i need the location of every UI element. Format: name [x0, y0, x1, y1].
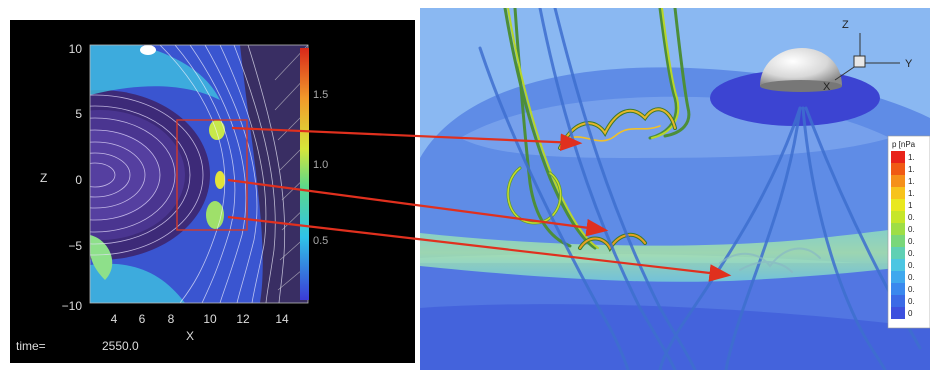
selection-box	[176, 119, 248, 231]
legend-swatch	[891, 271, 905, 283]
legend-value: 1.	[908, 153, 915, 162]
y-tick-label: 0	[75, 173, 82, 187]
x-tick-label: 6	[139, 312, 146, 326]
legend-value: 0.	[908, 297, 915, 306]
legend-swatch	[891, 247, 905, 259]
legend-value: 0.	[908, 225, 915, 234]
legend-swatch	[891, 163, 905, 175]
earth-sphere	[760, 48, 842, 86]
axis-z-label: Z	[842, 19, 849, 31]
legend-swatch	[891, 283, 905, 295]
legend-swatch	[891, 307, 905, 319]
x-tick-label: 8	[168, 312, 175, 326]
legend-swatch	[891, 259, 905, 271]
colorbar-tick: 1.0	[313, 159, 328, 171]
legend-value: 0.	[908, 213, 915, 222]
legend-value: 1.	[908, 165, 915, 174]
colorbar	[300, 48, 309, 300]
colorbar-tick: 1.5	[313, 89, 328, 101]
legend-value: 0.	[908, 261, 915, 270]
left-plot-svg: 1.5 1.0 0.5 10 5 0 −5 −10 Z 4 6 8 10 12 …	[16, 42, 328, 353]
legend-swatch	[891, 175, 905, 187]
legend-value: 0.	[908, 237, 915, 246]
x-tick-label: 4	[111, 312, 118, 326]
y-axis-label: Z	[40, 171, 47, 185]
legend-value: 1.	[908, 189, 915, 198]
time-value: 2550.0	[102, 339, 139, 353]
x-tick-label: 10	[203, 312, 217, 326]
y-tick-label: 5	[75, 107, 82, 121]
legend-swatch	[891, 235, 905, 247]
right-3d-panel: Z Y X p [nPa 1. 1. 1. 1. 1 0. 0. 0. 0. 0. 0. 0. 0. 0	[420, 8, 930, 370]
axis-x-label: X	[823, 81, 831, 93]
legend-value: 1.	[908, 177, 915, 186]
x-tick-label: 14	[275, 312, 289, 326]
legend-value: 0.	[908, 273, 915, 282]
x-axis-label: X	[186, 329, 194, 343]
legend-swatch	[891, 187, 905, 199]
pressure-legend: p [nPa 1. 1. 1. 1. 1 0. 0. 0. 0. 0. 0. 0. 0. 0	[887, 135, 930, 329]
legend-swatch	[891, 211, 905, 223]
legend-value: 0	[908, 309, 913, 318]
right-plot-svg: Z Y X p [nPa 1. 1. 1. 1. 1 0. 0. 0. 0. 0. 0. 0. 0. 0	[420, 8, 930, 370]
time-label: time=	[16, 339, 46, 353]
left-plot-area	[90, 45, 308, 303]
legend-title: p [nPa	[892, 140, 916, 149]
legend-swatch	[891, 295, 905, 307]
y-tick-label: 10	[69, 42, 83, 56]
legend-value: 0.	[908, 285, 915, 294]
axis-triad	[834, 33, 900, 81]
legend-value: 0.	[908, 249, 915, 258]
left-simulation-panel: 1.5 1.0 0.5 10 5 0 −5 −10 Z 4 6 8 10 12 …	[10, 20, 415, 363]
axis-y-label: Y	[905, 58, 913, 70]
y-tick-label: −5	[68, 239, 82, 253]
legend-swatch	[891, 151, 905, 163]
x-tick-label: 12	[236, 312, 250, 326]
legend-value: 1	[908, 201, 913, 210]
y-tick-label: −10	[62, 299, 83, 313]
colorbar-tick: 0.5	[313, 235, 328, 247]
legend-swatch	[891, 223, 905, 235]
legend-swatch	[891, 199, 905, 211]
